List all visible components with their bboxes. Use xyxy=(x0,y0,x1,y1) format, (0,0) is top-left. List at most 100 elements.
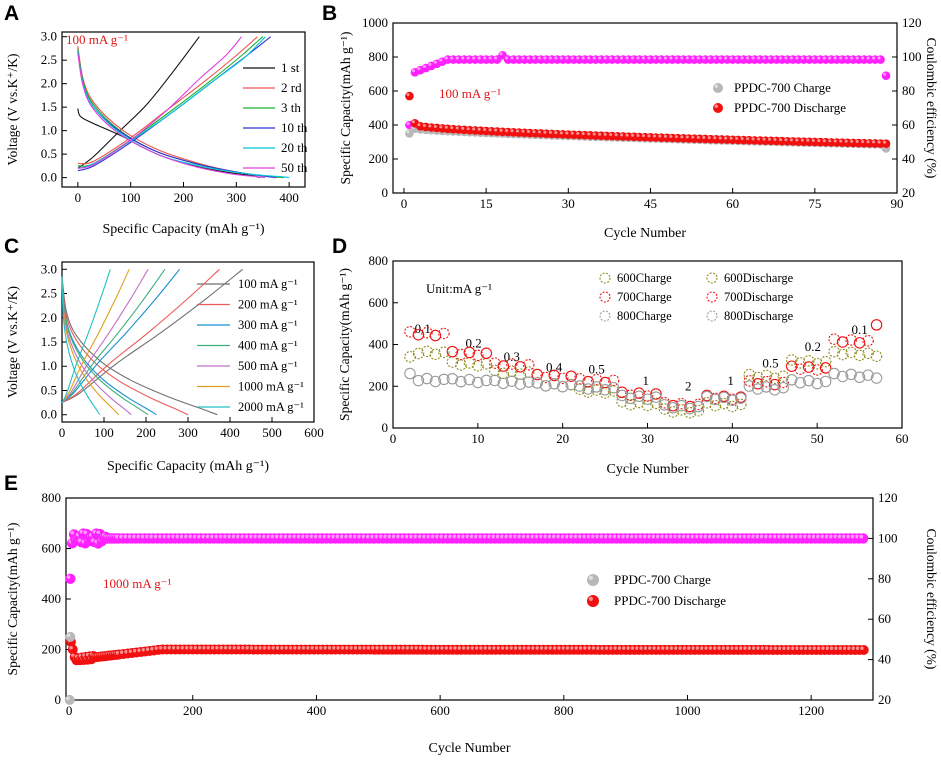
panel-c-ytick-label: 3.0 xyxy=(41,261,57,276)
panel-letter-a: A xyxy=(4,2,20,25)
panel-b-ce-point-highlight xyxy=(663,56,667,60)
panel-e-ce-point-highlight xyxy=(569,534,574,539)
panel-e-ce-point-highlight xyxy=(846,534,851,539)
panel-c-charge-curve xyxy=(61,268,166,404)
panel-e-discharge-point-highlight xyxy=(526,646,531,650)
panel-d-700-point xyxy=(438,327,450,340)
panel-b-charge-point-highlight xyxy=(406,130,410,134)
panel-e-discharge-point-highlight xyxy=(630,646,635,650)
panel-d-600-point xyxy=(599,387,611,399)
panel-a-xtick-label: 100 xyxy=(121,190,141,205)
panel-e-discharge-point-highlight xyxy=(613,646,617,650)
panel-e-ce-point-highlight xyxy=(452,534,457,539)
panel-e-discharge-point-highlight xyxy=(176,646,180,650)
panel-d-800-point xyxy=(624,392,637,405)
panel-e-discharge-point-highlight xyxy=(120,650,124,654)
panel-e-ce-point-highlight xyxy=(656,534,660,539)
panel-e-ce-point-highlight xyxy=(236,534,240,539)
panel-e-discharge-point-highlight xyxy=(539,646,544,650)
panel-d-700-point xyxy=(819,362,832,374)
panel-d-800-point xyxy=(811,377,823,390)
panel-e-ce-point-highlight xyxy=(413,534,418,539)
panel-e-discharge-point-highlight xyxy=(401,646,405,650)
panel-e-ce-point-highlight xyxy=(409,534,413,539)
panel-e-discharge-point-highlight xyxy=(340,646,345,650)
panel-e-discharge-point-highlight xyxy=(275,646,280,650)
panel-b-discharge-point-highlight xyxy=(422,123,426,127)
panel-b-discharge-point-highlight xyxy=(548,130,552,134)
panel-b-discharge-point-highlight xyxy=(762,137,766,141)
panel-b-discharge-point-highlight xyxy=(641,134,645,138)
panel-c-ylabel: Voltage (V vs.K⁺/K) xyxy=(5,286,20,398)
panel-e-discharge-point-highlight xyxy=(353,646,358,650)
panel-d-700-point xyxy=(794,363,806,375)
panel-e-ce-point-highlight xyxy=(638,534,643,539)
panel-a-charge-curve xyxy=(77,36,243,169)
panel-b-discharge-point-highlight xyxy=(740,137,744,141)
panel-d-800-point xyxy=(616,389,628,402)
panel-e-ce-point-highlight xyxy=(759,534,764,539)
panel-d-rate-label: 0.2 xyxy=(805,339,821,354)
panel-d-800-point xyxy=(573,380,586,392)
panel-d-legend-label: 700Charge xyxy=(617,290,672,304)
panel-e-discharge-point-highlight xyxy=(786,646,791,650)
panel-b-annotation: 100 mA g⁻¹ xyxy=(439,86,501,101)
panel-letter-d: D xyxy=(332,235,348,258)
panel-e-ce-point-highlight xyxy=(322,534,327,539)
panel-c-charge-curve xyxy=(61,268,243,404)
panel-e-ylabel: Specific Capacity(mAh g⁻¹) xyxy=(5,523,20,676)
panel-b-ce-point-highlight xyxy=(543,56,547,60)
panel-e-ce-point-highlight xyxy=(465,534,470,539)
panel-b-discharge-point-highlight xyxy=(658,134,662,138)
panel-e-discharge-point-highlight xyxy=(418,646,423,650)
panel-b-ce-point-highlight xyxy=(658,56,662,60)
panel-b-ce-point-highlight xyxy=(576,56,580,60)
panel-d-800-point xyxy=(404,367,416,380)
panel-e-ce-point-highlight xyxy=(859,534,864,539)
panel-e-discharge-point-highlight xyxy=(704,646,708,650)
panel-e-ce-point-highlight xyxy=(179,534,184,539)
panel-e-discharge-point-highlight xyxy=(392,646,397,650)
panel-d-800-point xyxy=(590,381,603,393)
panel-e-discharge-point-highlight xyxy=(236,646,241,650)
panel-b-xtick-label: 30 xyxy=(562,196,575,211)
panel-d-700-point xyxy=(573,372,586,385)
panel-e-ce-point-highlight xyxy=(296,534,301,539)
panel-e-ce-point-highlight xyxy=(292,534,297,539)
panel-e-ce-point-highlight xyxy=(508,534,513,539)
panel-b-discharge-point-highlight xyxy=(592,132,596,136)
panel-e-ce-point-highlight xyxy=(253,534,258,539)
panel-e-discharge-point-highlight xyxy=(665,646,669,650)
panel-d-rate-label: 1 xyxy=(643,373,650,388)
panel-e-discharge-point-highlight xyxy=(656,646,661,650)
panel-b-ce-point xyxy=(881,71,891,80)
panel-a-xtick-label: 200 xyxy=(174,190,194,205)
panel-b-ce-point-highlight xyxy=(554,56,558,60)
panel-e-ce-point-highlight xyxy=(166,534,171,539)
panel-e-discharge-point-highlight xyxy=(492,646,496,650)
panel-e-ce-first-point xyxy=(65,573,76,584)
panel-e-discharge-point-highlight xyxy=(782,646,786,650)
panel-a-charge-curve xyxy=(77,36,200,169)
panel-d-800-point xyxy=(633,390,645,403)
panel-b-discharge-point-highlight xyxy=(724,136,728,140)
panel-b-discharge-point-highlight xyxy=(587,132,591,136)
panel-d-700-point xyxy=(497,360,510,372)
panel-b-discharge-point-highlight xyxy=(883,140,887,144)
panel-d-ytick-label: 600 xyxy=(369,295,389,310)
panel-b-ce-point-highlight xyxy=(505,56,509,60)
panel-b-legend-discharge-label: PPDC-700 Discharge xyxy=(734,100,846,115)
panel-d-700-point xyxy=(412,328,425,341)
panel-e-ce-point-highlight xyxy=(604,534,608,539)
panel-e-discharge-point-highlight xyxy=(444,646,449,650)
panel-b-xtick-label: 45 xyxy=(644,196,657,211)
panel-e-ce-point-highlight xyxy=(158,534,162,539)
panel-e-ce-point-highlight xyxy=(344,534,348,539)
panel-e-ytick-right-label: 20 xyxy=(878,692,891,707)
panel-e-ce-point-highlight xyxy=(279,534,284,539)
panel-b-discharge-point-highlight xyxy=(636,133,640,137)
panel-b-ce-point-highlight xyxy=(422,65,426,69)
panel-e-discharge-point-highlight xyxy=(717,646,721,650)
panel-e-discharge-point-highlight xyxy=(760,646,765,650)
